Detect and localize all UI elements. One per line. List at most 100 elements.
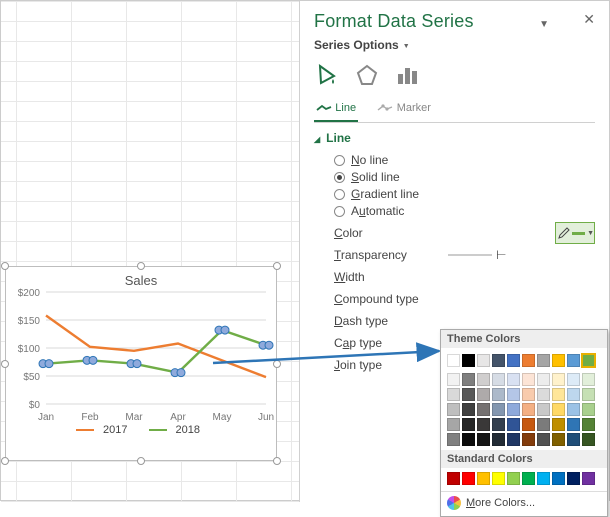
close-icon[interactable]: ✕ [583,11,595,28]
theme-color-swatch[interactable] [552,418,565,431]
theme-color-swatch[interactable] [507,388,520,401]
theme-color-swatch[interactable] [447,373,460,386]
theme-color-swatch[interactable] [537,433,550,446]
theme-color-swatch[interactable] [447,403,460,416]
radio-automatic[interactable]: Automatic [334,204,595,218]
theme-color-swatch[interactable] [552,373,565,386]
series-category-icon[interactable] [394,62,420,88]
theme-color-swatch[interactable] [567,433,580,446]
theme-color-swatch[interactable] [492,418,505,431]
tab-marker[interactable]: Marker [375,98,433,120]
theme-color-swatch[interactable] [522,388,535,401]
series-options-dropdown[interactable]: Series Options [314,38,595,52]
theme-color-swatch[interactable] [477,418,490,431]
standard-color-swatch[interactable] [492,472,505,485]
pane-collapse-icon[interactable]: ▼ [539,19,549,30]
theme-color-swatch[interactable] [492,403,505,416]
embedded-chart[interactable]: Sales $200$150$100$50$0JanFebMarAprMayJu… [5,266,277,461]
theme-color-swatch[interactable] [567,388,580,401]
radio-no-line[interactable]: No line [334,153,595,167]
theme-color-swatch[interactable] [462,354,475,367]
svg-text:$100: $100 [18,344,41,355]
standard-color-swatch[interactable] [477,472,490,485]
svg-text:May: May [213,412,232,423]
radio-solid-line[interactable]: Solid line [334,170,595,184]
section-line-header[interactable]: Line [314,131,595,145]
theme-color-swatch[interactable] [552,433,565,446]
theme-colors-header: Theme Colors [441,330,607,348]
theme-color-swatch[interactable] [447,433,460,446]
theme-color-swatch[interactable] [567,418,580,431]
theme-color-swatch[interactable] [477,433,490,446]
theme-color-swatch[interactable] [537,403,550,416]
theme-color-swatch[interactable] [522,433,535,446]
standard-colors-header: Standard Colors [441,450,607,468]
theme-color-swatch[interactable] [492,354,505,367]
standard-color-swatch[interactable] [552,472,565,485]
standard-color-swatch[interactable] [582,472,595,485]
theme-color-swatch[interactable] [492,433,505,446]
field-transparency[interactable]: Transparency⊢ [334,248,595,262]
svg-text:$200: $200 [18,288,41,299]
theme-color-swatch[interactable] [522,418,535,431]
fill-line-category-icon[interactable] [314,62,340,88]
theme-colors-grid [441,348,607,450]
theme-color-swatch[interactable] [567,354,580,367]
theme-color-swatch[interactable] [447,418,460,431]
standard-color-swatch[interactable] [462,472,475,485]
theme-color-swatch[interactable] [537,354,550,367]
effects-category-icon[interactable] [354,62,380,88]
theme-color-swatch[interactable] [462,433,475,446]
theme-color-swatch[interactable] [552,403,565,416]
theme-color-swatch[interactable] [507,373,520,386]
theme-color-swatch[interactable] [582,354,595,367]
more-colors-button[interactable]: More Colors... [441,491,607,516]
theme-color-swatch[interactable] [582,433,595,446]
theme-color-swatch[interactable] [447,354,460,367]
svg-text:Feb: Feb [81,412,99,423]
theme-color-swatch[interactable] [477,373,490,386]
theme-color-swatch[interactable] [462,418,475,431]
field-compound[interactable]: Compound type [334,292,595,306]
line-marker-tabs: Line Marker [314,98,595,123]
standard-color-swatch[interactable] [567,472,580,485]
standard-color-swatch[interactable] [447,472,460,485]
theme-color-swatch[interactable] [537,373,550,386]
tab-line[interactable]: Line [314,98,358,122]
theme-color-swatch[interactable] [477,388,490,401]
theme-color-swatch[interactable] [552,388,565,401]
theme-color-swatch[interactable] [582,418,595,431]
theme-color-swatch[interactable] [537,388,550,401]
theme-color-swatch[interactable] [582,403,595,416]
theme-color-swatch[interactable] [507,354,520,367]
theme-color-swatch[interactable] [462,373,475,386]
theme-color-swatch[interactable] [582,373,595,386]
field-dash[interactable]: Dash type [334,314,595,328]
svg-text:$150: $150 [18,316,41,327]
theme-color-swatch[interactable] [522,373,535,386]
theme-color-swatch[interactable] [462,388,475,401]
theme-color-swatch[interactable] [462,403,475,416]
theme-color-swatch[interactable] [537,418,550,431]
standard-color-swatch[interactable] [507,472,520,485]
color-picker-button[interactable]: ▼ [555,222,595,244]
radio-gradient-line[interactable]: Gradient line [334,187,595,201]
theme-color-swatch[interactable] [552,354,565,367]
theme-color-swatch[interactable] [507,418,520,431]
theme-color-swatch[interactable] [477,403,490,416]
theme-color-swatch[interactable] [567,403,580,416]
theme-color-swatch[interactable] [522,403,535,416]
theme-color-swatch[interactable] [507,403,520,416]
field-width[interactable]: Width [334,270,595,284]
theme-color-swatch[interactable] [522,354,535,367]
theme-color-swatch[interactable] [477,354,490,367]
theme-color-swatch[interactable] [447,388,460,401]
color-picker-popup: Theme Colors Standard Colors More Colors… [440,329,608,517]
standard-color-swatch[interactable] [537,472,550,485]
theme-color-swatch[interactable] [507,433,520,446]
theme-color-swatch[interactable] [582,388,595,401]
theme-color-swatch[interactable] [492,388,505,401]
theme-color-swatch[interactable] [492,373,505,386]
standard-color-swatch[interactable] [522,472,535,485]
theme-color-swatch[interactable] [567,373,580,386]
